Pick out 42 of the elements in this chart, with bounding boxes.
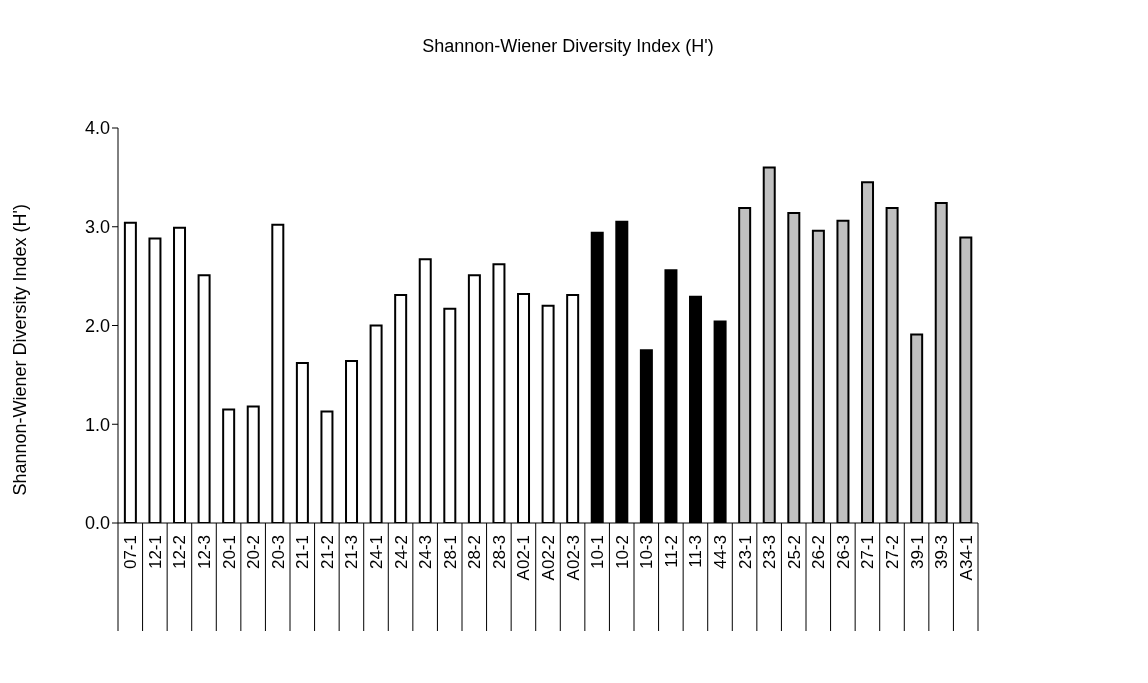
x-tick-label: 26-3 bbox=[833, 535, 853, 570]
x-tick-label: 21-3 bbox=[342, 535, 362, 570]
x-tick-label: 10-3 bbox=[637, 535, 657, 570]
y-axis-title: Shannon-Wiener Diversity Index (H') bbox=[10, 203, 31, 496]
x-tick-label: 44-3 bbox=[711, 535, 730, 570]
x-tick-label: A34-1 bbox=[956, 535, 976, 581]
x-tick-label: 12-3 bbox=[195, 535, 214, 570]
x-tick-label: 23-3 bbox=[760, 535, 780, 570]
x-tick-label: 24-2 bbox=[391, 535, 411, 570]
y-tick-label: 3.0 bbox=[84, 217, 110, 238]
x-tick-label: 07-1 bbox=[121, 535, 141, 570]
x-tick-label: 10-1 bbox=[588, 535, 608, 570]
x-tick-label: 39-3 bbox=[932, 535, 952, 570]
x-tick-label: 21-2 bbox=[317, 535, 337, 570]
x-tick-label: 25-2 bbox=[784, 535, 804, 570]
chart-title: Shannon-Wiener Diversity Index (H') bbox=[421, 36, 715, 57]
x-tick-label: 20-3 bbox=[268, 535, 288, 570]
x-tick-label: 24-3 bbox=[416, 535, 436, 570]
y-tick-label: 0.0 bbox=[84, 513, 110, 534]
y-tick-label: 4.0 bbox=[84, 118, 110, 139]
x-tick-label: 21-1 bbox=[293, 535, 313, 570]
x-tick-label: A02-3 bbox=[563, 535, 583, 581]
x-tick-label: A02-1 bbox=[514, 535, 534, 581]
x-tick-label: 10-2 bbox=[612, 535, 632, 570]
x-tick-label: 11-2 bbox=[661, 535, 681, 568]
x-tick-label: 39-1 bbox=[907, 535, 927, 570]
x-tick-label: A02-2 bbox=[539, 535, 558, 581]
x-tick-label: 20-1 bbox=[219, 535, 239, 570]
x-tick-label: 27-1 bbox=[858, 535, 878, 570]
x-tick-label: 28-2 bbox=[465, 535, 485, 570]
y-tick-label: 2.0 bbox=[84, 315, 110, 336]
x-tick-label: 27-2 bbox=[883, 535, 902, 570]
x-tick-label: 26-2 bbox=[809, 535, 829, 570]
x-tick-label: 23-1 bbox=[735, 535, 755, 570]
x-tick-label: 28-1 bbox=[440, 535, 460, 570]
x-tick-label: 20-2 bbox=[244, 535, 264, 570]
x-tick-label: 28-3 bbox=[489, 535, 509, 570]
y-tick-label: 1.0 bbox=[84, 414, 110, 435]
x-tick-label: 11-3 bbox=[686, 535, 706, 568]
x-tick-label: 12-2 bbox=[170, 535, 190, 570]
x-tick-label: 24-1 bbox=[367, 535, 386, 570]
x-tick-label: 12-1 bbox=[145, 535, 165, 570]
